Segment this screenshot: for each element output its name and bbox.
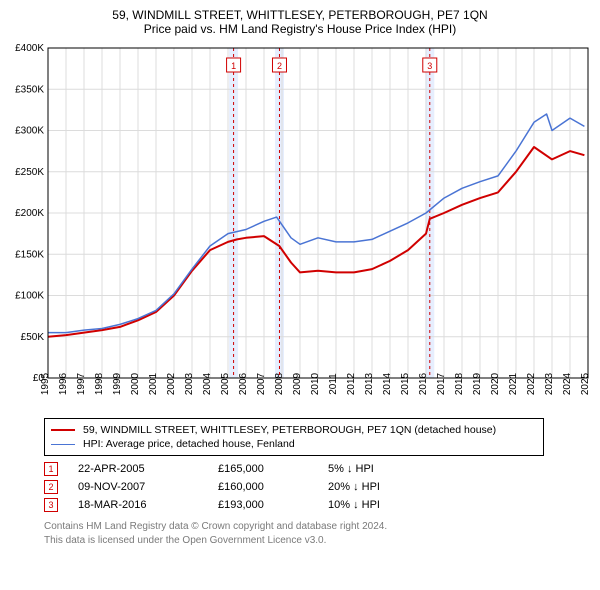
- legend-label: HPI: Average price, detached house, Fenl…: [83, 438, 295, 450]
- legend-label: 59, WINDMILL STREET, WHITTLESEY, PETERBO…: [83, 424, 496, 436]
- event-date: 18-MAR-2016: [78, 499, 218, 511]
- svg-text:2006: 2006: [238, 372, 249, 395]
- chart-area: £0£50K£100K£150K£200K£250K£300K£350K£400…: [6, 42, 594, 412]
- svg-text:2012: 2012: [346, 372, 357, 395]
- svg-text:2001: 2001: [148, 372, 159, 395]
- svg-text:2004: 2004: [202, 372, 213, 395]
- svg-text:2025: 2025: [580, 372, 591, 395]
- svg-text:2010: 2010: [310, 372, 321, 395]
- svg-text:2013: 2013: [364, 372, 375, 395]
- svg-text:3: 3: [427, 61, 432, 71]
- svg-text:1: 1: [231, 61, 236, 71]
- legend-item-hpi: HPI: Average price, detached house, Fenl…: [51, 437, 537, 451]
- svg-text:2: 2: [277, 61, 282, 71]
- legend: 59, WINDMILL STREET, WHITTLESEY, PETERBO…: [44, 418, 544, 456]
- svg-text:2019: 2019: [472, 372, 483, 395]
- chart-subtitle: Price paid vs. HM Land Registry's House …: [6, 22, 594, 36]
- legend-item-property: 59, WINDMILL STREET, WHITTLESEY, PETERBO…: [51, 423, 537, 437]
- svg-text:£200K: £200K: [15, 208, 44, 219]
- svg-text:2016: 2016: [418, 372, 429, 395]
- svg-text:2014: 2014: [382, 372, 393, 395]
- svg-text:2018: 2018: [454, 372, 465, 395]
- svg-text:£400K: £400K: [15, 43, 44, 54]
- event-marker-icon: 3: [44, 498, 58, 512]
- svg-text:2007: 2007: [256, 372, 267, 395]
- svg-text:2023: 2023: [544, 372, 555, 395]
- chart-svg: £0£50K£100K£150K£200K£250K£300K£350K£400…: [6, 42, 594, 412]
- footer-line: This data is licensed under the Open Gov…: [44, 534, 590, 548]
- event-row: 2 09-NOV-2007 £160,000 20% ↓ HPI: [44, 478, 590, 496]
- event-date: 09-NOV-2007: [78, 481, 218, 493]
- svg-text:1997: 1997: [76, 372, 87, 395]
- svg-text:1999: 1999: [112, 372, 123, 395]
- svg-text:2002: 2002: [166, 372, 177, 395]
- footer-line: Contains HM Land Registry data © Crown c…: [44, 520, 590, 534]
- event-list: 1 22-APR-2005 £165,000 5% ↓ HPI 2 09-NOV…: [44, 460, 590, 514]
- svg-text:£100K: £100K: [15, 291, 44, 302]
- svg-text:2020: 2020: [490, 372, 501, 395]
- event-price: £165,000: [218, 463, 328, 475]
- svg-text:2000: 2000: [130, 372, 141, 395]
- event-marker-icon: 1: [44, 462, 58, 476]
- svg-text:1995: 1995: [40, 372, 51, 395]
- event-row: 1 22-APR-2005 £165,000 5% ↓ HPI: [44, 460, 590, 478]
- svg-text:2009: 2009: [292, 372, 303, 395]
- svg-text:2022: 2022: [526, 372, 537, 395]
- svg-text:2015: 2015: [400, 372, 411, 395]
- chart-title: 59, WINDMILL STREET, WHITTLESEY, PETERBO…: [6, 8, 594, 22]
- svg-text:£250K: £250K: [15, 167, 44, 178]
- footer-attribution: Contains HM Land Registry data © Crown c…: [44, 520, 590, 547]
- svg-text:2021: 2021: [508, 372, 519, 395]
- svg-text:£350K: £350K: [15, 84, 44, 95]
- event-row: 3 18-MAR-2016 £193,000 10% ↓ HPI: [44, 496, 590, 514]
- svg-text:1996: 1996: [58, 372, 69, 395]
- svg-text:2011: 2011: [328, 373, 339, 395]
- svg-text:1998: 1998: [94, 372, 105, 395]
- svg-text:£150K: £150K: [15, 249, 44, 260]
- legend-swatch: [51, 429, 75, 431]
- legend-swatch: [51, 444, 75, 445]
- event-date: 22-APR-2005: [78, 463, 218, 475]
- event-delta: 5% ↓ HPI: [328, 463, 458, 475]
- svg-text:2003: 2003: [184, 372, 195, 395]
- svg-text:£50K: £50K: [21, 332, 45, 343]
- event-delta: 10% ↓ HPI: [328, 499, 458, 511]
- event-price: £160,000: [218, 481, 328, 493]
- event-delta: 20% ↓ HPI: [328, 481, 458, 493]
- svg-text:2024: 2024: [562, 372, 573, 395]
- svg-text:2017: 2017: [436, 372, 447, 395]
- svg-text:2008: 2008: [274, 372, 285, 395]
- event-marker-icon: 2: [44, 480, 58, 494]
- svg-text:£300K: £300K: [15, 126, 44, 137]
- svg-text:2005: 2005: [220, 372, 231, 395]
- event-price: £193,000: [218, 499, 328, 511]
